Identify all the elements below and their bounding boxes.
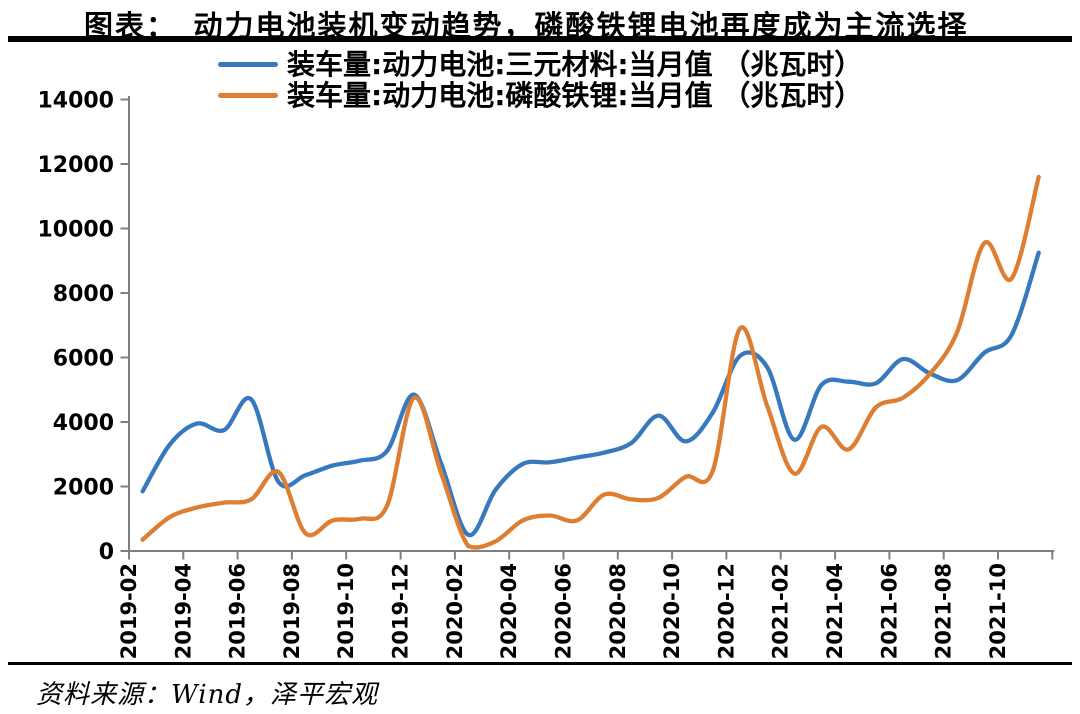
y-tick-label: 12000 <box>37 153 114 178</box>
y-tick-label: 0 <box>99 540 114 565</box>
legend: 装车量:动力电池:三元材料:当月值 （兆瓦时） 装车量:动力电池:磷酸铁锂:当月… <box>218 49 862 111</box>
y-tick-label: 2000 <box>53 476 114 501</box>
ternary-legend-swatch <box>218 62 278 67</box>
y-tick-label: 10000 <box>37 218 114 243</box>
lfp-legend-swatch <box>218 93 278 98</box>
x-tick-label: 2019-04 <box>171 563 195 659</box>
y-tick-label: 4000 <box>53 411 114 436</box>
x-tick-label: 2019-02 <box>117 563 141 659</box>
x-tick-label: 2021-10 <box>986 563 1010 659</box>
x-tick-label: 2021-08 <box>932 563 956 659</box>
y-tick-label: 8000 <box>53 282 114 307</box>
x-tick-label: 2021-04 <box>823 563 847 659</box>
title-rule <box>8 36 1072 42</box>
x-tick-label: 2020-06 <box>552 563 576 659</box>
ternary-series-line <box>140 250 1041 538</box>
x-tick-label: 2020-04 <box>497 563 521 659</box>
legend-item-lfp: 装车量:动力电池:磷酸铁锂:当月值 （兆瓦时） <box>218 80 862 111</box>
lfp-legend-label: 装车量:动力电池:磷酸铁锂:当月值 （兆瓦时） <box>287 78 863 112</box>
source-note: 资料来源：Wind，泽平宏观 <box>36 680 378 710</box>
ternary-legend-label: 装车量:动力电池:三元材料:当月值 （兆瓦时） <box>287 47 863 81</box>
y-tick-label: 14000 <box>37 89 114 114</box>
x-tick-label: 2020-10 <box>660 563 684 659</box>
x-tick-label: 2019-06 <box>226 563 250 659</box>
x-tick-label: 2021-06 <box>877 563 901 659</box>
x-tick-label: 2020-02 <box>443 563 467 659</box>
x-tick-label: 2019-12 <box>389 563 413 659</box>
x-tick-label: 2020-12 <box>714 563 738 659</box>
footer-rule <box>8 662 1072 665</box>
x-tick-label: 2019-10 <box>334 563 358 659</box>
legend-item-ternary: 装车量:动力电池:三元材料:当月值 （兆瓦时） <box>218 49 862 80</box>
lfp-series-line <box>140 174 1041 550</box>
x-tick-label: 2019-08 <box>280 563 304 659</box>
y-tick-label: 6000 <box>53 347 114 372</box>
x-tick-label: 2020-08 <box>606 563 630 659</box>
x-tick-label: 2021-02 <box>769 563 793 659</box>
